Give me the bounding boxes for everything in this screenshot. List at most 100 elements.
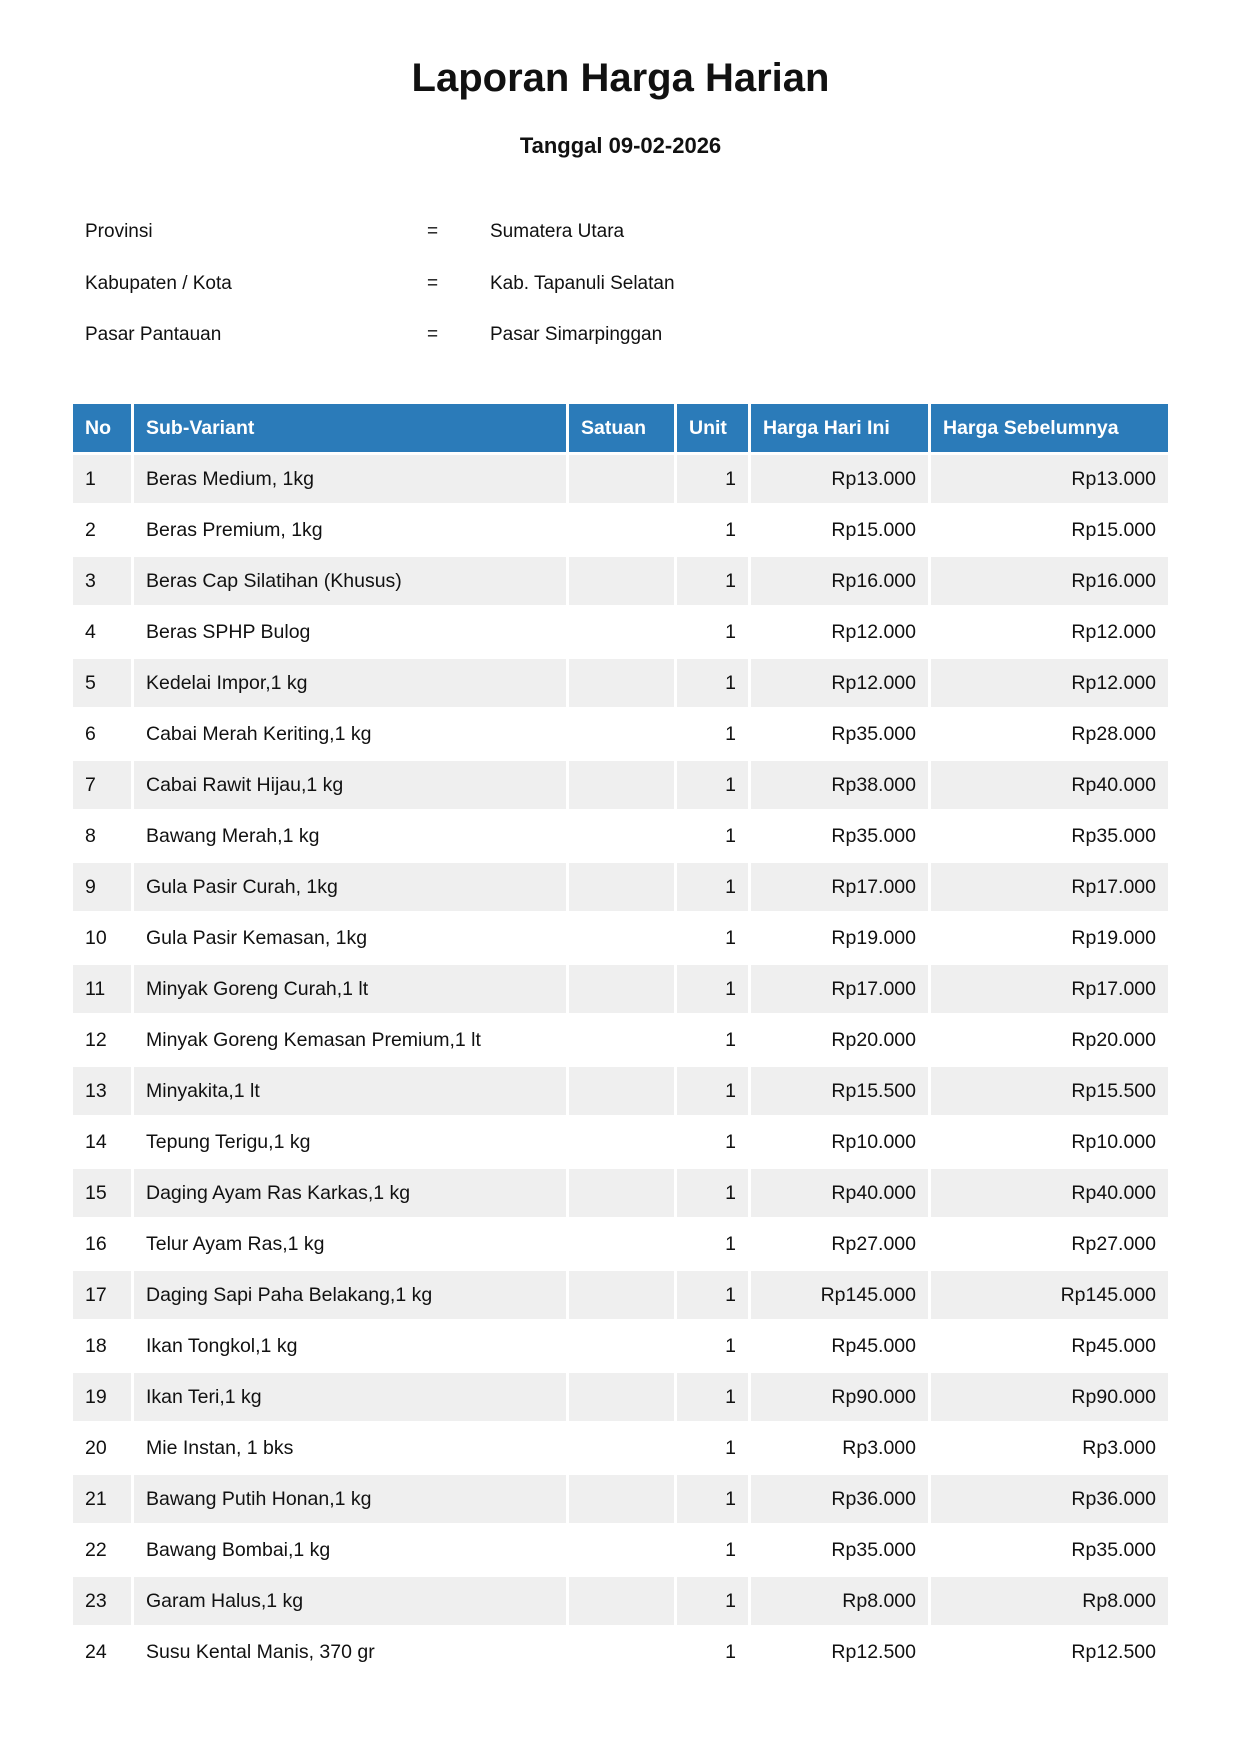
table-row: 7 Cabai Rawit Hijau,1 kg 1 Rp38.000 Rp40.000 <box>73 761 1168 809</box>
cell-harga-hari-ini: Rp19.000 <box>831 926 916 949</box>
cell-sub-variant: Telur Ayam Ras,1 kg <box>146 1232 325 1255</box>
cell-harga-sebelumnya: Rp20.000 <box>1071 1028 1156 1051</box>
cell-no: 23 <box>73 1577 131 1625</box>
cell-harga-sebelumnya: Rp3.000 <box>1082 1436 1156 1459</box>
cell-harga-sebelumnya: Rp12.500 <box>1071 1640 1156 1663</box>
table-row: 18 Ikan Tongkol,1 kg 1 Rp45.000 Rp45.000 <box>73 1322 1168 1370</box>
cell-harga-sebelumnya: Rp45.000 <box>1071 1334 1156 1357</box>
table-row: 12 Minyak Goreng Kemasan Premium,1 lt 1 Rp2… <box>73 1016 1168 1064</box>
cell-harga-sebelumnya: Rp27.000 <box>1071 1232 1156 1255</box>
cell-harga-sebelumnya: Rp28.000 <box>1071 722 1156 745</box>
cell-harga-hari-ini: Rp15.000 <box>831 518 916 541</box>
cell-satuan <box>569 659 674 707</box>
cell-unit: 1 <box>677 761 748 809</box>
table-row: 6 Cabai Merah Keriting,1 kg 1 Rp35.000 Rp28.… <box>73 710 1168 758</box>
cell-sub-variant: Bawang Merah,1 kg <box>146 824 320 847</box>
cell-no: 16 <box>85 1232 107 1255</box>
cell-unit: 1 <box>725 1436 736 1459</box>
cell-no: 14 <box>85 1130 107 1153</box>
cell-satuan <box>569 1016 674 1064</box>
cell-satuan <box>569 1220 674 1268</box>
header-harga-sebelumnya: Harga Sebelumnya <box>931 404 1168 452</box>
cell-sub-variant: Gula Pasir Kemasan, 1kg <box>146 926 368 949</box>
cell-unit: 1 <box>677 965 748 1013</box>
cell-no: 19 <box>73 1373 131 1421</box>
table-row: 23 Garam Halus,1 kg 1 Rp8.000 Rp8.000 <box>73 1577 1168 1625</box>
cell-sub-variant: Beras Premium, 1kg <box>146 518 323 541</box>
page-title: Laporan Harga Harian <box>411 56 830 100</box>
cell-sub-variant: Beras Cap Silatihan (Khusus) <box>134 557 566 605</box>
cell-satuan <box>569 1424 674 1472</box>
info-separator: = <box>427 273 439 294</box>
table-row: 22 Bawang Bombai,1 kg 1 Rp35.000 Rp35.000 <box>73 1526 1168 1574</box>
cell-no: 9 <box>73 863 131 911</box>
header-sub-variant: Sub-Variant <box>134 404 566 452</box>
table-row: 9 Gula Pasir Curah, 1kg 1 Rp17.000 Rp17.000 <box>73 863 1168 911</box>
cell-satuan <box>569 1577 674 1625</box>
cell-harga-hari-ini: Rp13.000 <box>751 455 928 503</box>
cell-harga-hari-ini: Rp27.000 <box>831 1232 916 1255</box>
cell-satuan <box>569 1169 674 1217</box>
cell-no: 6 <box>85 722 96 745</box>
table-row: 4 Beras SPHP Bulog 1 Rp12.000 Rp12.000 <box>73 608 1168 656</box>
cell-sub-variant: Minyak Goreng Kemasan Premium,1 lt <box>146 1028 481 1051</box>
header-satuan: Satuan <box>569 404 674 452</box>
cell-sub-variant: Garam Halus,1 kg <box>134 1577 566 1625</box>
cell-satuan <box>569 761 674 809</box>
cell-harga-hari-ini: Rp35.000 <box>831 824 916 847</box>
cell-unit: 1 <box>677 557 748 605</box>
table-row: 16 Telur Ayam Ras,1 kg 1 Rp27.000 Rp27.000 <box>73 1220 1168 1268</box>
info-label: Kabupaten / Kota <box>85 273 232 294</box>
cell-harga-sebelumnya: Rp145.000 <box>931 1271 1168 1319</box>
cell-harga-sebelumnya: Rp12.000 <box>931 659 1168 707</box>
table-header-row: No Sub-Variant Satuan Unit Harga Hari In… <box>73 404 1168 452</box>
cell-harga-sebelumnya: Rp35.000 <box>1071 824 1156 847</box>
cell-harga-hari-ini: Rp12.000 <box>831 620 916 643</box>
cell-sub-variant: Minyakita,1 lt <box>134 1067 566 1115</box>
cell-sub-variant: Cabai Rawit Hijau,1 kg <box>134 761 566 809</box>
cell-unit: 1 <box>725 926 736 949</box>
cell-no: 15 <box>73 1169 131 1217</box>
cell-unit: 1 <box>677 1271 748 1319</box>
table-row: 8 Bawang Merah,1 kg 1 Rp35.000 Rp35.000 <box>73 812 1168 860</box>
cell-no: 8 <box>85 824 96 847</box>
report-date: Tanggal 09-02-2026 <box>519 133 722 158</box>
table-row: 5 Kedelai Impor,1 kg 1 Rp12.000 Rp12.000 <box>73 659 1168 707</box>
cell-no: 5 <box>73 659 131 707</box>
cell-sub-variant: Daging Ayam Ras Karkas,1 kg <box>134 1169 566 1217</box>
cell-harga-sebelumnya: Rp15.000 <box>1071 518 1156 541</box>
info-value: Pasar Simarpinggan <box>490 324 663 345</box>
cell-sub-variant: Ikan Tongkol,1 kg <box>146 1334 298 1357</box>
cell-harga-sebelumnya: Rp19.000 <box>1071 926 1156 949</box>
header-no: No <box>73 404 131 452</box>
cell-satuan <box>569 863 674 911</box>
table-row: 15 Daging Ayam Ras Karkas,1 kg 1 Rp40.000 Rp… <box>73 1169 1168 1217</box>
cell-no: 22 <box>85 1538 107 1561</box>
cell-no: 11 <box>73 965 131 1013</box>
cell-satuan <box>569 965 674 1013</box>
cell-unit: 1 <box>725 518 736 541</box>
cell-harga-hari-ini: Rp145.000 <box>751 1271 928 1319</box>
cell-satuan <box>569 1628 674 1676</box>
cell-sub-variant: Daging Sapi Paha Belakang,1 kg <box>134 1271 566 1319</box>
cell-harga-hari-ini: Rp20.000 <box>831 1028 916 1051</box>
cell-no: 13 <box>73 1067 131 1115</box>
info-label: Provinsi <box>85 221 153 242</box>
cell-satuan <box>569 1271 674 1319</box>
cell-harga-sebelumnya: Rp40.000 <box>931 761 1168 809</box>
cell-harga-hari-ini: Rp40.000 <box>751 1169 928 1217</box>
cell-satuan <box>569 1475 674 1523</box>
cell-harga-sebelumnya: Rp16.000 <box>931 557 1168 605</box>
cell-harga-sebelumnya: Rp8.000 <box>931 1577 1168 1625</box>
cell-harga-hari-ini: Rp17.000 <box>751 863 928 911</box>
cell-sub-variant: Tepung Terigu,1 kg <box>146 1130 311 1153</box>
cell-unit: 1 <box>725 1028 736 1051</box>
cell-unit: 1 <box>725 722 736 745</box>
cell-harga-hari-ini: Rp10.000 <box>831 1130 916 1153</box>
cell-sub-variant: Susu Kental Manis, 370 gr <box>146 1640 375 1663</box>
cell-unit: 1 <box>725 1640 736 1663</box>
cell-no: 18 <box>85 1334 107 1357</box>
cell-no: 21 <box>73 1475 131 1523</box>
info-label: Pasar Pantauan <box>85 324 222 345</box>
cell-satuan <box>569 455 674 503</box>
